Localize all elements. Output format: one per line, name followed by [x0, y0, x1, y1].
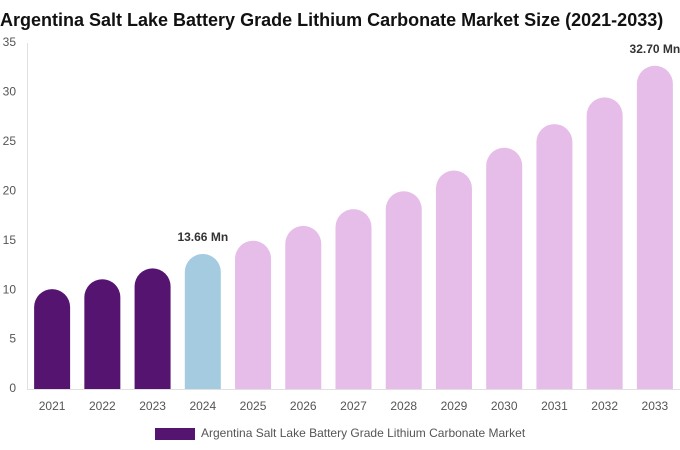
x-tick-label: 2021	[39, 399, 66, 413]
y-tick-label: 25	[3, 134, 17, 148]
bar	[435, 170, 472, 389]
y-tick-label: 30	[3, 85, 17, 99]
x-tick-label: 2027	[340, 399, 367, 413]
legend-label: Argentina Salt Lake Battery Grade Lithiu…	[201, 426, 526, 440]
x-tick-label: 2032	[591, 399, 618, 413]
value-label: 13.66 Mn	[177, 230, 228, 244]
x-tick-label: 2029	[441, 399, 468, 413]
y-tick-label: 15	[3, 233, 17, 247]
bar	[385, 191, 422, 389]
chart-title: Argentina Salt Lake Battery Grade Lithiu…	[0, 10, 663, 30]
legend-swatch	[155, 428, 195, 440]
x-tick-label: 2030	[491, 399, 518, 413]
x-tick-label: 2033	[642, 399, 669, 413]
bar	[34, 289, 71, 389]
bar	[285, 225, 322, 389]
bar	[486, 147, 523, 389]
bar	[134, 268, 171, 389]
bar	[536, 124, 573, 389]
x-tick-label: 2022	[89, 399, 116, 413]
bar	[84, 279, 121, 389]
y-tick-label: 0	[9, 381, 16, 395]
x-tick-label: 2031	[541, 399, 568, 413]
bar	[636, 65, 673, 389]
x-tick-label: 2028	[390, 399, 417, 413]
value-label: 32.70 Mn	[630, 42, 680, 56]
y-tick-label: 5	[9, 332, 16, 346]
bar	[235, 240, 272, 389]
y-tick-label: 10	[3, 282, 17, 296]
bar	[335, 209, 372, 389]
y-tick-label: 35	[3, 35, 17, 49]
y-tick-label: 20	[3, 183, 17, 197]
x-tick-label: 2023	[139, 399, 166, 413]
bar	[184, 253, 221, 389]
x-tick-label: 2025	[240, 399, 267, 413]
x-tick-label: 2026	[290, 399, 317, 413]
x-tick-label: 2024	[189, 399, 216, 413]
bar	[586, 97, 623, 389]
